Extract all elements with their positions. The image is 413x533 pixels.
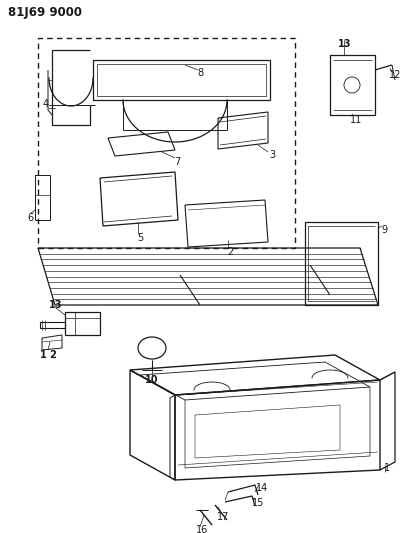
Text: 4: 4: [43, 99, 49, 109]
Text: 10: 10: [145, 375, 158, 385]
Text: 16: 16: [195, 525, 208, 533]
Text: 5: 5: [137, 233, 143, 243]
Text: 13: 13: [337, 39, 351, 49]
Text: 1 2: 1 2: [40, 350, 56, 360]
Text: 12: 12: [388, 70, 400, 80]
Text: 1: 1: [383, 463, 389, 473]
Text: 14: 14: [255, 483, 268, 493]
Text: 17: 17: [216, 512, 229, 522]
Text: 6: 6: [27, 213, 33, 223]
Text: 2: 2: [226, 247, 233, 257]
Text: 9: 9: [380, 225, 386, 235]
Text: 7: 7: [173, 157, 180, 167]
Text: 3: 3: [268, 150, 274, 160]
Text: 81J69 9000: 81J69 9000: [8, 6, 82, 19]
Text: 8: 8: [197, 68, 202, 78]
Text: 13: 13: [49, 300, 63, 310]
Text: 11: 11: [349, 115, 361, 125]
Text: 15: 15: [251, 498, 263, 508]
